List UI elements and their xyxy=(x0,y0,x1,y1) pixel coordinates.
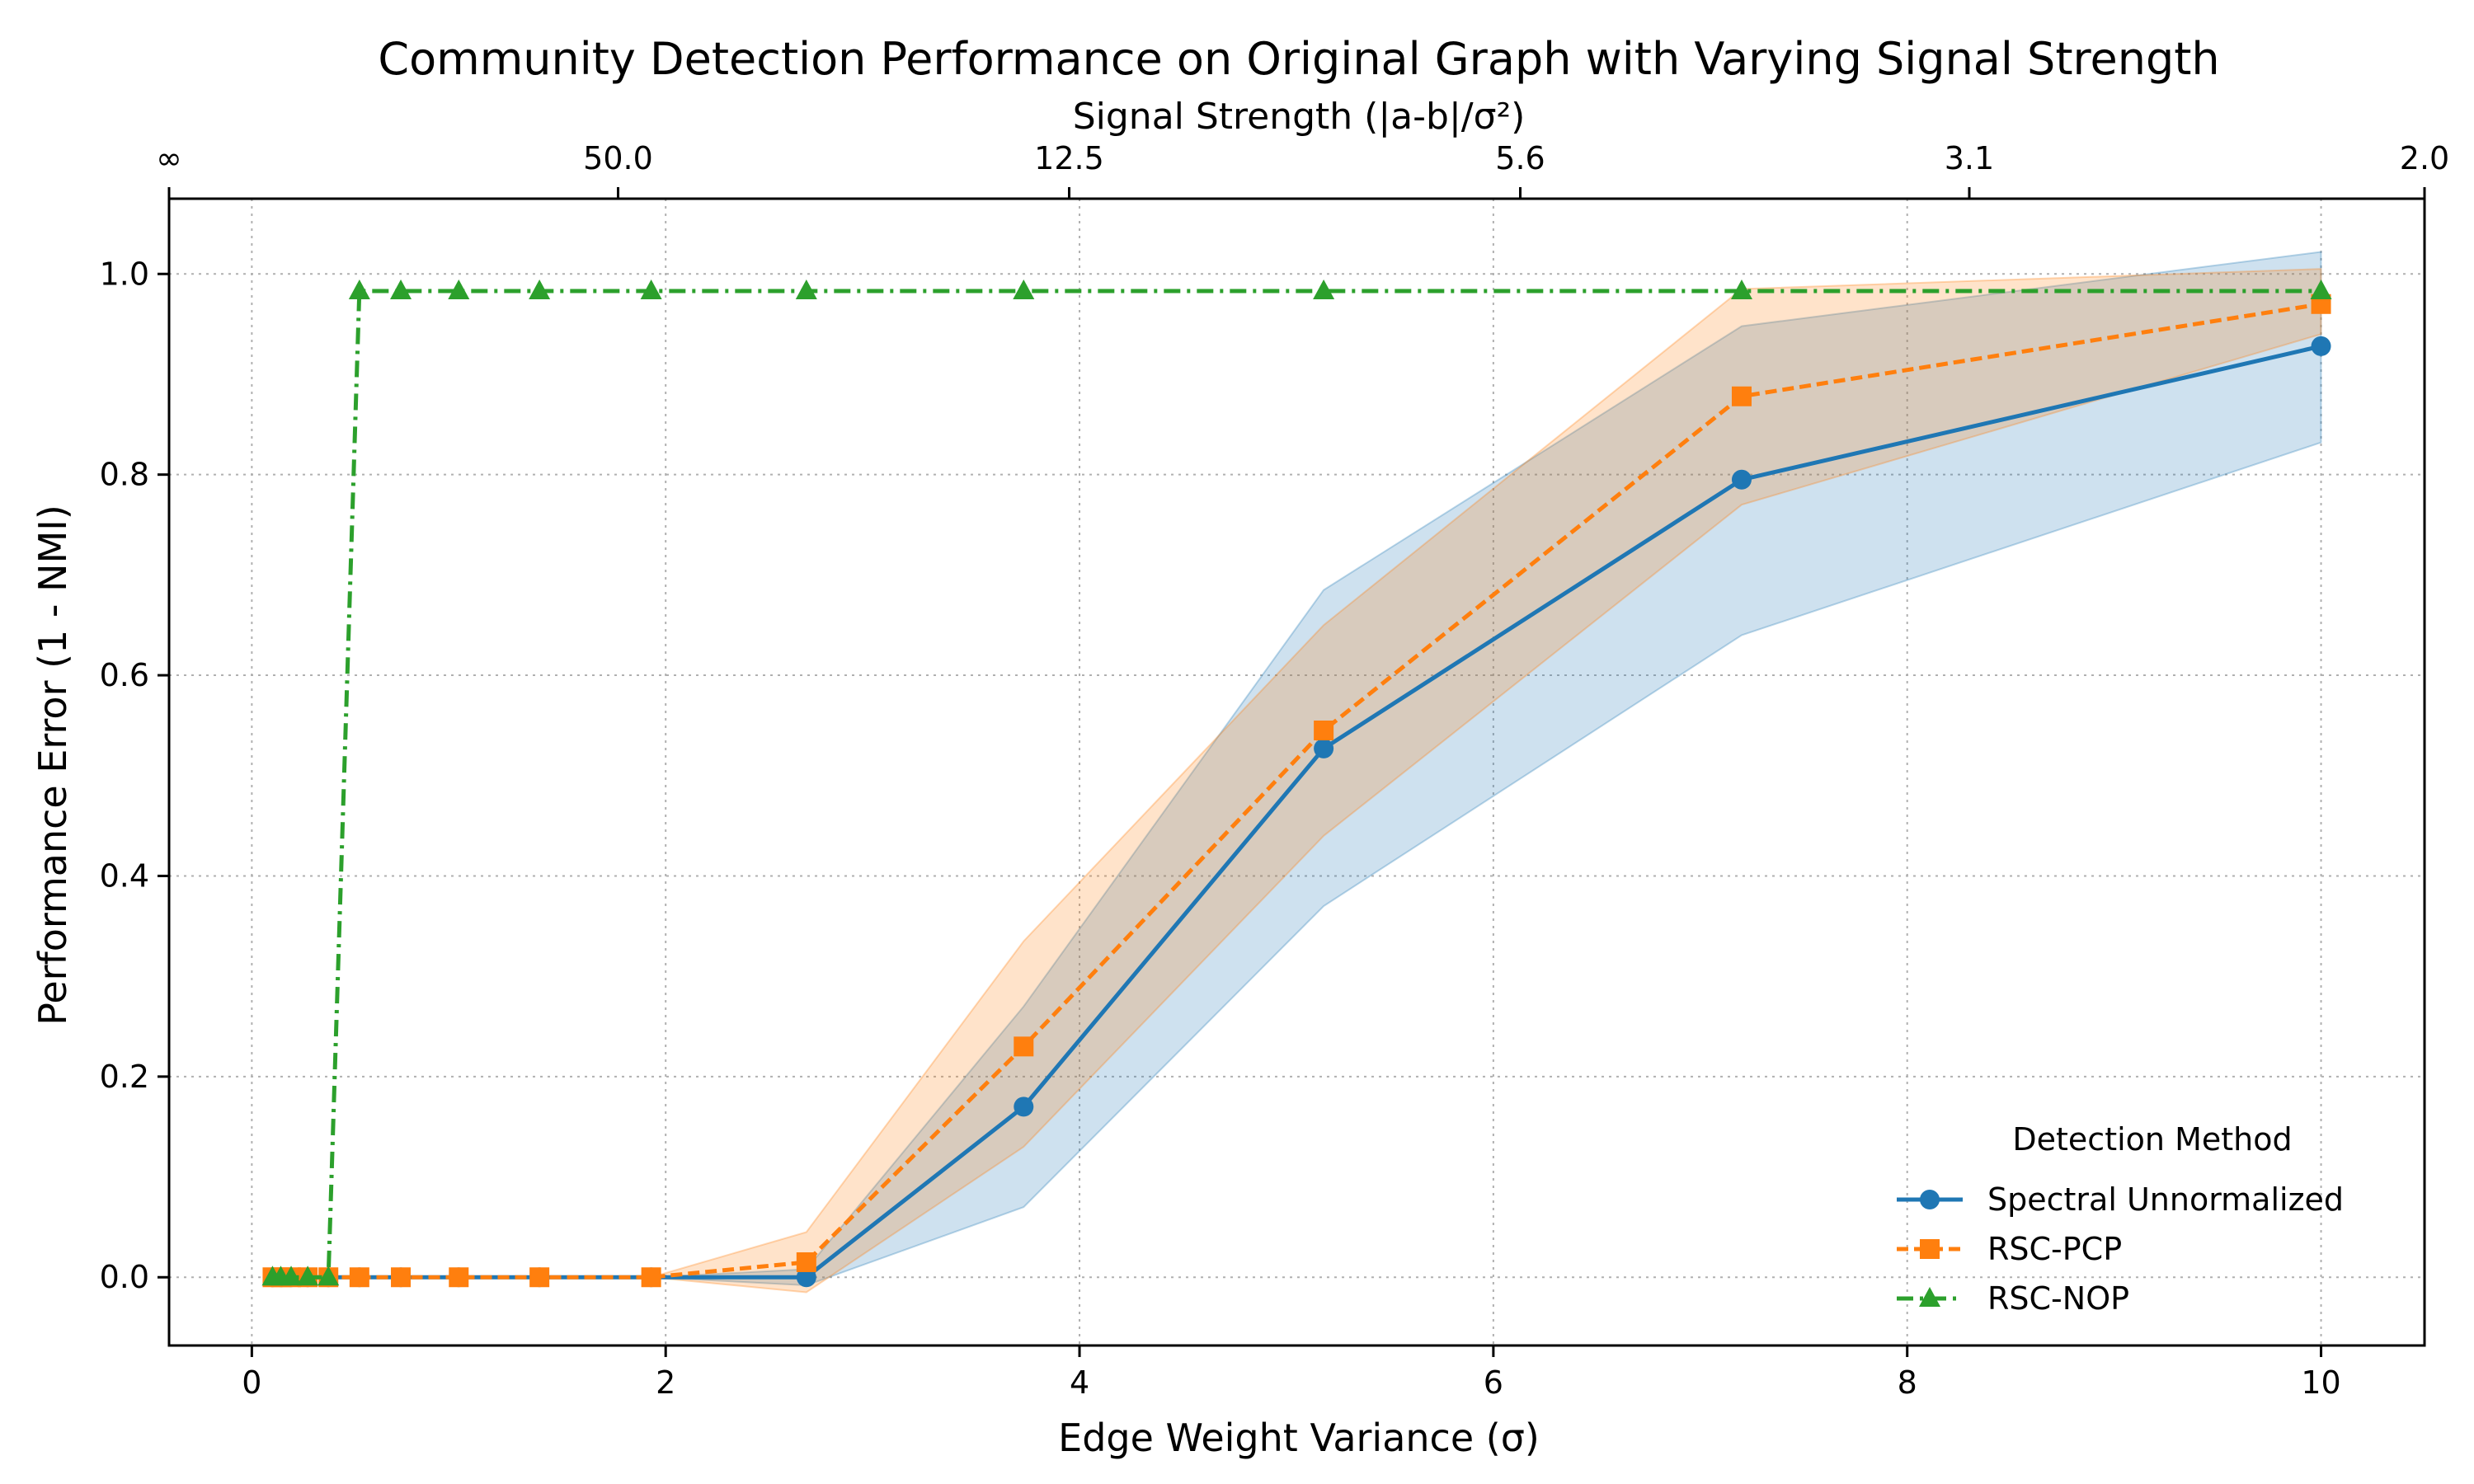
top-tick-label: 5.6 xyxy=(1495,140,1545,176)
data-point xyxy=(297,1266,319,1286)
y-tick-label: 0.6 xyxy=(100,657,149,693)
data-point xyxy=(1314,738,1334,758)
x-tick-label: 4 xyxy=(1070,1364,1089,1401)
data-point xyxy=(1014,1036,1034,1057)
data-point xyxy=(391,1267,412,1288)
data-point xyxy=(449,1267,469,1288)
data-point xyxy=(1013,279,1035,299)
y-tick-label: 0.2 xyxy=(100,1059,149,1095)
plot-frame xyxy=(167,197,2426,1347)
top-tick-label: 12.5 xyxy=(1034,140,1104,176)
legend-marker xyxy=(1920,1239,1940,1259)
x-tick-label: 2 xyxy=(656,1364,675,1401)
y-tick-label: 0.8 xyxy=(100,457,149,493)
x-tick-label: 6 xyxy=(1484,1364,1503,1401)
legend-marker xyxy=(1919,1287,1940,1307)
legend-label: Spectral Unnormalized xyxy=(1987,1181,2344,1218)
data-point xyxy=(640,279,662,299)
data-point xyxy=(796,1252,816,1272)
top-tick-label: 3.1 xyxy=(1945,140,1994,176)
data-point xyxy=(529,1267,550,1288)
x-tick-label: 0 xyxy=(242,1364,261,1401)
y-axis-label: Performance Error (1 - NMI) xyxy=(31,505,75,1026)
data-point xyxy=(390,279,412,299)
data-point xyxy=(2310,279,2332,299)
data-point xyxy=(529,279,551,299)
data-point xyxy=(280,1266,303,1286)
data-point xyxy=(1731,386,1752,406)
top-tick-label: 2.0 xyxy=(2400,140,2449,176)
data-point xyxy=(1314,720,1334,740)
x-tick-label: 10 xyxy=(2301,1364,2340,1401)
data-point xyxy=(1313,279,1335,299)
data-point xyxy=(317,1266,340,1286)
plot-area: 0 2 4 6 8 10 0.0 0.2 0.4 0.6 0.8 1.0 ∞ 50.0 12.5 5.6 3.1… xyxy=(100,140,2450,1401)
legend-title: Detection Method xyxy=(2012,1121,2292,1158)
data-point xyxy=(348,279,370,299)
legend-label: RSC-PCP xyxy=(1987,1231,2122,1267)
x-tick-label: 8 xyxy=(1898,1364,1917,1401)
data-point xyxy=(641,1267,661,1288)
top-axis-label: Signal Strength (|a-b|/σ²) xyxy=(1073,96,1526,138)
data-point xyxy=(795,279,817,299)
y-tick-label: 0.0 xyxy=(100,1259,149,1295)
data-point xyxy=(2311,336,2331,356)
y-tick-label: 0.4 xyxy=(100,857,149,894)
legend-marker xyxy=(1920,1190,1940,1209)
data-point xyxy=(1731,469,1752,490)
chart-title: Community Detection Performance on Origi… xyxy=(378,33,2219,85)
data-point xyxy=(796,1267,816,1288)
y-tick-label: 1.0 xyxy=(100,256,149,292)
data-point xyxy=(1730,279,1752,299)
data-point xyxy=(349,1267,369,1288)
top-tick-label: ∞ xyxy=(156,140,182,176)
data-point xyxy=(448,279,470,299)
legend-label: RSC-NOP xyxy=(1987,1280,2129,1317)
data-point xyxy=(1014,1097,1034,1117)
top-tick-label: 50.0 xyxy=(583,140,653,176)
x-axis-label: Edge Weight Variance (σ) xyxy=(1058,1416,1540,1460)
